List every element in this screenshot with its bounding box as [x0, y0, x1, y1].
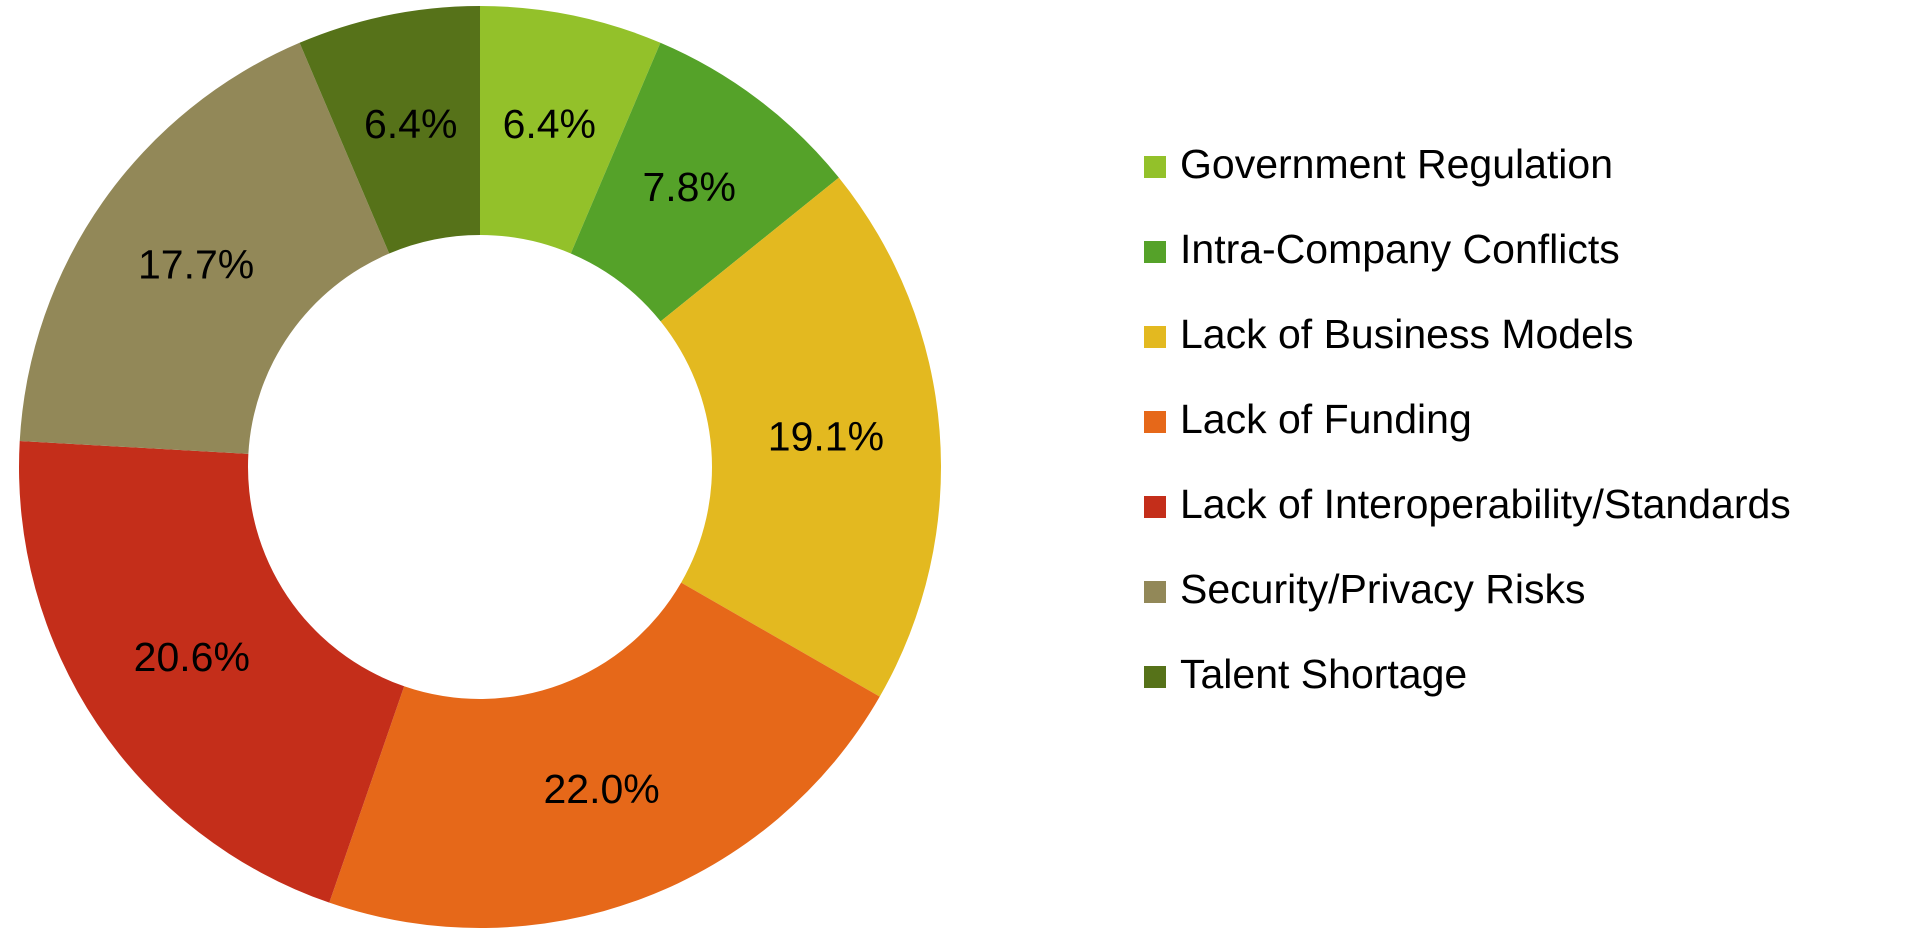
data-label: 6.4%	[364, 101, 457, 147]
legend-label: Lack of Funding	[1180, 396, 1472, 442]
legend-swatch	[1144, 496, 1166, 518]
legend-label: Talent Shortage	[1180, 651, 1467, 697]
legend-swatch	[1144, 581, 1166, 603]
legend-swatch	[1144, 411, 1166, 433]
legend-swatch	[1144, 326, 1166, 348]
data-label: 20.6%	[134, 634, 250, 680]
donut-slice	[660, 177, 941, 697]
legend-swatch	[1144, 666, 1166, 688]
legend-label: Intra-Company Conflicts	[1180, 226, 1620, 272]
donut-slice	[18, 440, 405, 903]
donut-slice	[299, 6, 480, 254]
data-label: 22.0%	[544, 766, 660, 812]
legend-label: Lack of Business Models	[1180, 311, 1634, 357]
data-label: 6.4%	[503, 101, 596, 147]
donut-slice	[570, 42, 839, 322]
legend-swatch	[1144, 156, 1166, 178]
donut-slice	[19, 42, 390, 454]
data-label: 7.8%	[642, 164, 735, 210]
legend-label: Security/Privacy Risks	[1180, 566, 1586, 612]
donut-slice	[329, 582, 880, 928]
legend-swatch	[1144, 241, 1166, 263]
data-label: 17.7%	[138, 241, 254, 287]
legend-label: Lack of Interoperability/Standards	[1180, 481, 1791, 527]
legend-label: Government Regulation	[1180, 141, 1613, 187]
data-label: 19.1%	[768, 414, 884, 460]
donut-slice	[480, 6, 661, 254]
